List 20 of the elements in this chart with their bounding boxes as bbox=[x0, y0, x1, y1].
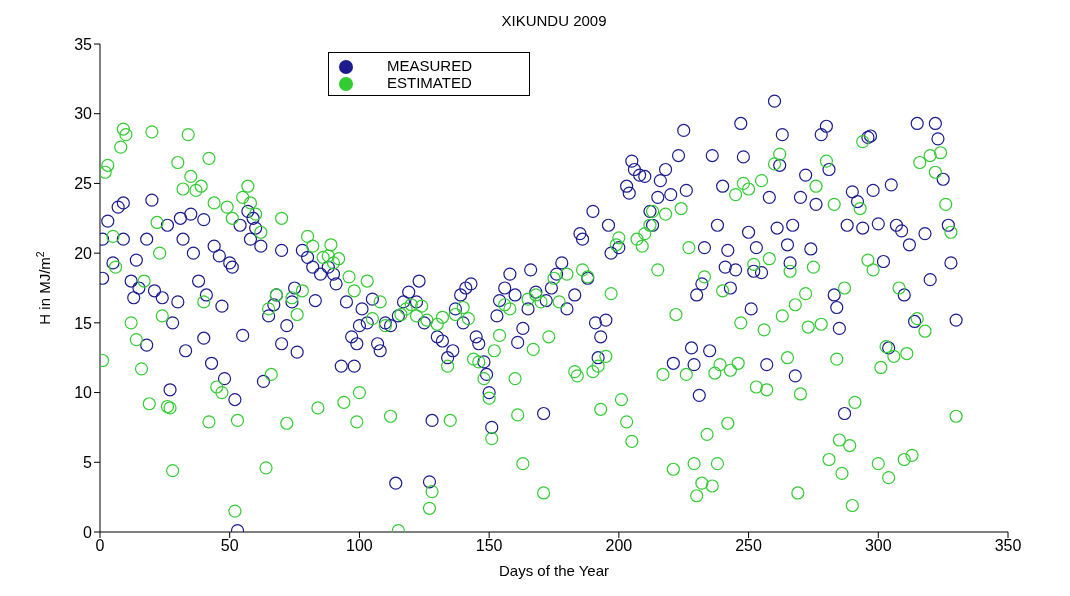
y-tick-label: 20 bbox=[74, 244, 93, 262]
y-tick-label: 10 bbox=[74, 384, 93, 402]
x-tick-label: 150 bbox=[475, 537, 503, 555]
y-tick-label: 0 bbox=[83, 523, 93, 541]
x-tick-label: 200 bbox=[605, 537, 633, 555]
y-tick-label: 25 bbox=[74, 175, 93, 193]
y-tick-label: 5 bbox=[83, 453, 93, 471]
x-tick-label: 300 bbox=[864, 537, 892, 555]
x-axis-title: Days of the Year bbox=[498, 562, 610, 579]
x-tick-label: 50 bbox=[220, 537, 239, 555]
x-tick-label: 0 bbox=[95, 537, 105, 555]
x-tick-label: 250 bbox=[735, 537, 763, 555]
x-tick-label: 350 bbox=[994, 537, 1022, 555]
legend-label: MEASURED bbox=[387, 57, 473, 74]
legend-label: ESTIMATED bbox=[387, 74, 472, 92]
y-tick-label: 30 bbox=[74, 105, 93, 123]
y-tick-label: 35 bbox=[74, 35, 93, 53]
y-tick-label: 15 bbox=[74, 314, 93, 332]
chart-title: XIKUNDU 2009 bbox=[500, 12, 608, 29]
x-tick-label: 100 bbox=[346, 537, 373, 555]
